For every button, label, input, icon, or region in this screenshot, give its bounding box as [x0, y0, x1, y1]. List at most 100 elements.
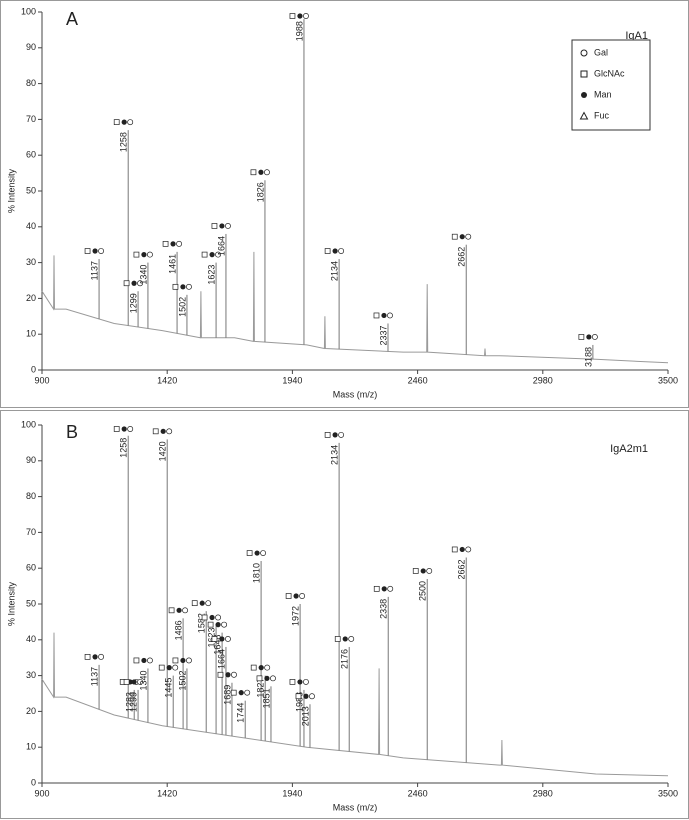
y-tick-label: 0: [31, 364, 36, 374]
glycan-icon: [420, 568, 426, 574]
peak-label: 1283: [125, 692, 135, 712]
x-tick-label: 1940: [282, 788, 302, 798]
glycan-icon: [166, 665, 172, 671]
glycan-icon: [224, 636, 231, 642]
glycan-icon: [209, 614, 215, 621]
glycan-icon: [231, 671, 237, 678]
glycan-icon: [176, 240, 183, 247]
glycan-icon: [121, 119, 127, 125]
glycan-icon: [121, 426, 127, 432]
x-tick-label: 2460: [408, 788, 428, 798]
peak-label: 1744: [236, 703, 246, 723]
glycan-icon: [303, 693, 309, 699]
peak-label: 1810: [251, 563, 261, 583]
glycan-icon: [146, 657, 153, 664]
y-tick-label: 10: [26, 742, 36, 752]
glycan-icon: [141, 657, 147, 664]
glycan-icon: [185, 657, 192, 664]
glycan-icon: [219, 223, 225, 229]
peak-label: 1461: [167, 254, 177, 274]
glycan-icon: [332, 432, 338, 438]
glycan-icon: [297, 679, 303, 685]
legend-label: Man: [594, 89, 612, 99]
glycan-icon: [215, 622, 221, 628]
peak-label: 1972: [290, 606, 300, 626]
glycan-icon: [209, 252, 215, 258]
y-tick-label: 50: [26, 598, 36, 608]
glycan-icon: [338, 431, 345, 438]
glycan-icon: [127, 119, 134, 126]
glycan-icon: [170, 241, 176, 247]
glycan-icon: [373, 585, 380, 592]
peak-label: 1623: [206, 627, 216, 647]
peak-label: 1258: [119, 438, 129, 458]
y-tick-label: 10: [26, 329, 36, 339]
glycan-icon: [221, 621, 228, 628]
panel-frame: [0, 410, 689, 819]
glycan-icon: [338, 248, 345, 254]
glycan-icon: [578, 334, 585, 340]
peak-label: 1340: [138, 670, 148, 690]
peak-label: 3188: [583, 347, 593, 367]
glycan-icon: [426, 567, 433, 574]
glycan-icon: [98, 653, 105, 660]
glycan-icon: [289, 13, 296, 19]
peak-label: 1988: [294, 692, 304, 712]
peak-label: 1486: [173, 620, 183, 640]
glycan-icon: [217, 671, 224, 678]
peak-label: 1299: [128, 293, 138, 313]
glycan-icon: [207, 621, 214, 628]
glycan-icon: [152, 428, 159, 435]
y-tick-label: 0: [31, 777, 36, 787]
glycan-icon: [211, 223, 218, 229]
y-tick-label: 100: [21, 6, 36, 16]
y-tick-label: 90: [26, 42, 36, 52]
glycan-icon: [168, 607, 175, 614]
y-tick-label: 20: [26, 293, 36, 303]
x-tick-label: 1420: [157, 788, 177, 798]
glycan-icon: [172, 283, 179, 290]
y-tick-label: 20: [26, 706, 36, 716]
y-axis-label: % Intensity: [6, 581, 16, 626]
legend-symbol: [580, 70, 588, 78]
y-tick-label: 100: [21, 419, 36, 429]
glycan-icon: [137, 678, 144, 685]
glycan-icon: [158, 664, 165, 671]
glycan-icon: [146, 251, 153, 258]
x-tick-label: 2460: [408, 375, 428, 385]
panel-title: IgA2m1: [610, 443, 648, 455]
glycan-icon: [332, 248, 338, 254]
glycan-icon: [258, 665, 264, 671]
legend-label: GlcNAc: [594, 68, 625, 78]
peak-label: 1664: [216, 649, 226, 669]
legend-label: Fuc: [594, 110, 610, 120]
glycan-icon: [289, 679, 296, 685]
y-tick-label: 30: [26, 257, 36, 267]
peak-label: 2176: [340, 649, 350, 669]
glycan-icon: [250, 169, 257, 176]
glycan-icon: [127, 426, 134, 432]
glycan-icon: [459, 234, 465, 240]
legend-symbol: [581, 92, 587, 98]
x-tick-label: 2980: [533, 375, 553, 385]
glycan-icon: [230, 689, 237, 696]
glycan-icon: [459, 546, 465, 553]
glycan-icon: [162, 241, 169, 247]
glycan-icon: [180, 657, 186, 664]
glycan-icon: [465, 233, 472, 240]
y-tick-label: 40: [26, 634, 36, 644]
glycan-icon: [84, 654, 91, 660]
peak-label: 1582: [197, 613, 207, 633]
spectrum-line: [41, 251, 669, 364]
glycan-icon: [215, 251, 222, 258]
glycan-icon: [219, 636, 225, 642]
glycan-icon: [381, 586, 387, 592]
glycan-icon: [324, 432, 331, 438]
peak-label: 1445: [164, 678, 174, 698]
glycan-icon: [293, 593, 299, 599]
x-tick-label: 900: [34, 788, 49, 798]
x-tick-label: 900: [34, 375, 49, 385]
glycan-icon: [176, 607, 182, 613]
glycan-icon: [303, 678, 309, 685]
glycan-icon: [92, 248, 98, 254]
